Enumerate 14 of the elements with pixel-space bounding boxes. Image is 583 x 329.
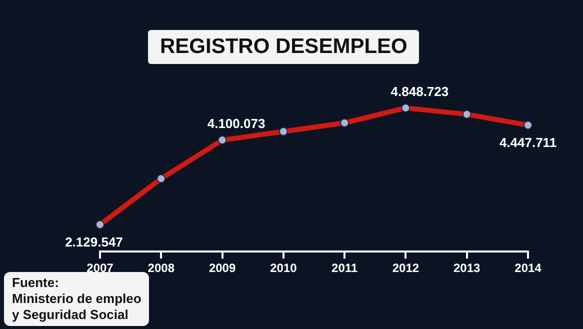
source-note: Fuente: Ministerio de empleo y Seguridad Social [12, 275, 142, 322]
data-label: 4.100.073 [207, 116, 266, 132]
x-tick-label: 2012 [392, 261, 420, 276]
x-tick-label: 2014 [514, 261, 542, 276]
x-tick-label: 2008 [148, 261, 175, 276]
data-label: 4.848.723 [390, 84, 449, 99]
data-label: 4.447.711 [499, 135, 557, 150]
x-tick-label: 2007 [86, 261, 114, 276]
chart-title: REGISTRO DESEMPLEO [148, 30, 420, 64]
x-tick-label: 2013 [454, 261, 481, 276]
data-label: 2.129.547 [65, 234, 123, 250]
x-tick-label: 2010 [270, 261, 298, 276]
x-tick-label: 2009 [208, 261, 236, 276]
x-tick-label: 2011 [332, 261, 358, 276]
